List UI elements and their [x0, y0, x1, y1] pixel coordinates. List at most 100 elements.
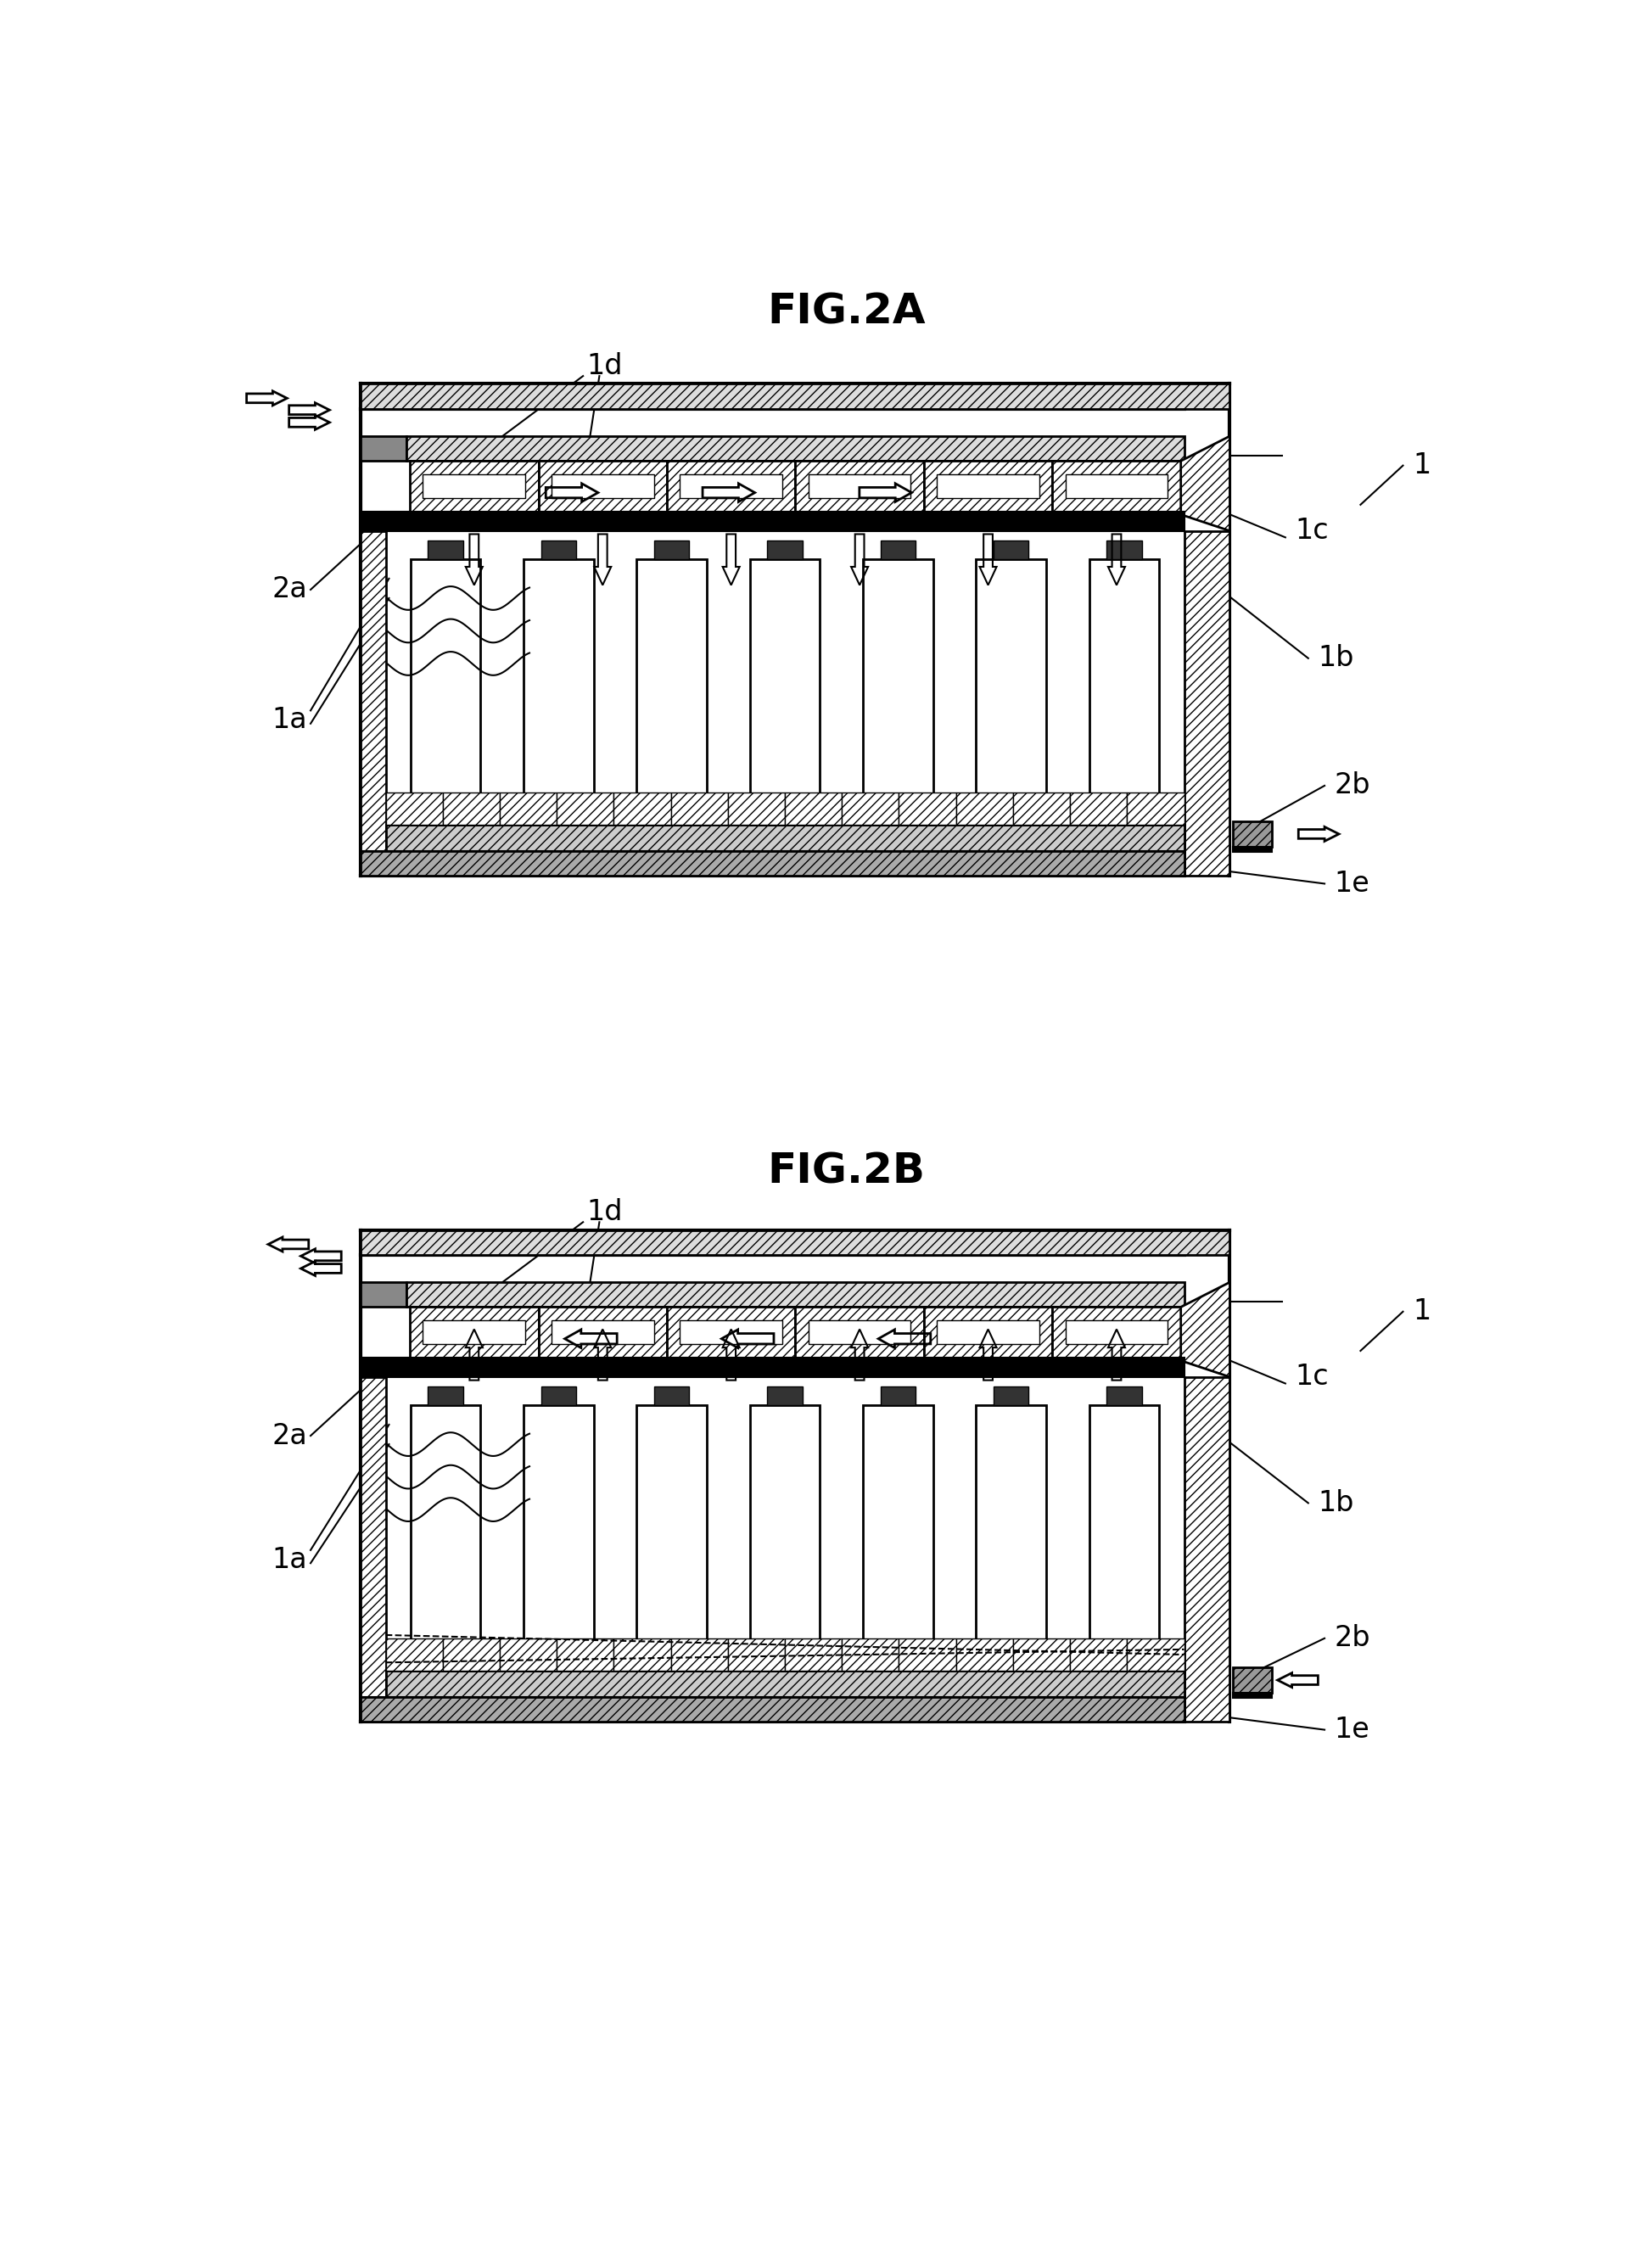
Bar	[681, 474, 783, 499]
Bar	[750, 559, 819, 824]
Bar	[539, 460, 667, 512]
Bar	[443, 1637, 501, 1671]
Bar	[976, 1406, 1046, 1671]
Bar	[923, 1307, 1052, 1357]
Bar	[443, 793, 501, 824]
Bar	[1066, 1321, 1168, 1345]
Text: 1a: 1a	[273, 1545, 307, 1574]
Bar	[862, 1406, 933, 1671]
Bar	[423, 474, 525, 499]
Bar	[539, 1307, 667, 1357]
Bar	[360, 530, 385, 851]
Bar	[881, 1386, 915, 1406]
Bar	[795, 1307, 923, 1357]
Bar	[993, 1386, 1029, 1406]
Bar	[423, 1321, 525, 1345]
Text: 1e: 1e	[1335, 869, 1370, 898]
Text: FIG.2B: FIG.2B	[768, 1150, 925, 1193]
Text: 1b: 1b	[1318, 645, 1355, 672]
Bar	[410, 559, 481, 824]
Bar	[360, 384, 1229, 409]
Bar	[1127, 793, 1184, 824]
Bar	[636, 559, 707, 824]
Bar	[785, 793, 843, 824]
Bar	[524, 559, 593, 824]
Bar	[1066, 474, 1168, 499]
Text: FIG.2A: FIG.2A	[767, 292, 925, 332]
Text: 2b: 2b	[1335, 1624, 1371, 1653]
Bar	[385, 1637, 443, 1671]
Bar	[410, 460, 539, 512]
Bar	[423, 1321, 525, 1345]
Bar	[1013, 1637, 1070, 1671]
Bar	[681, 474, 783, 499]
Text: 2a: 2a	[273, 575, 307, 604]
Bar	[729, 793, 785, 824]
Bar	[750, 1406, 819, 1671]
Bar	[360, 436, 406, 460]
Bar	[976, 559, 1046, 824]
Bar	[808, 474, 910, 499]
Bar	[937, 474, 1039, 499]
Bar	[681, 1321, 783, 1345]
Text: 1e: 1e	[1335, 1716, 1370, 1743]
Bar	[1232, 822, 1272, 847]
Bar	[667, 1307, 795, 1357]
Bar	[937, 1321, 1039, 1345]
Bar	[360, 512, 1184, 530]
Bar	[1013, 793, 1070, 824]
Bar	[615, 793, 671, 824]
Bar	[557, 1637, 615, 1671]
Bar	[360, 851, 1184, 876]
Bar	[615, 1637, 671, 1671]
Bar	[406, 1282, 1184, 1307]
Bar	[1107, 1386, 1142, 1406]
Bar	[681, 1321, 783, 1345]
Bar	[957, 1637, 1013, 1671]
Bar	[406, 436, 1184, 460]
Bar	[937, 1321, 1039, 1345]
Text: 1a: 1a	[273, 705, 307, 734]
Bar	[899, 1637, 957, 1671]
Bar	[957, 793, 1013, 824]
Bar	[937, 474, 1039, 499]
Bar	[385, 824, 1184, 851]
Bar	[1066, 474, 1168, 499]
Text: 1c: 1c	[1295, 1363, 1328, 1390]
Bar	[671, 1637, 729, 1671]
Bar	[636, 1406, 707, 1671]
Bar	[1232, 1693, 1272, 1698]
Bar	[360, 1698, 1184, 1723]
Bar	[1070, 793, 1127, 824]
Bar	[542, 541, 577, 559]
Bar	[360, 1231, 1229, 1256]
Bar	[1232, 1669, 1272, 1693]
Bar	[808, 1321, 910, 1345]
Bar	[360, 1698, 1184, 1723]
Bar	[552, 1321, 654, 1345]
Bar	[360, 1357, 1184, 1377]
Bar	[993, 541, 1029, 559]
Bar	[862, 559, 933, 824]
Bar	[1089, 1406, 1160, 1671]
Bar	[428, 541, 463, 559]
Bar	[808, 1321, 910, 1345]
Bar	[410, 1406, 481, 1671]
Text: 1d: 1d	[586, 353, 623, 380]
Bar	[524, 1406, 593, 1671]
Bar	[501, 793, 557, 824]
Bar	[654, 1386, 689, 1406]
Bar	[1184, 1377, 1229, 1723]
Bar	[843, 793, 899, 824]
Bar	[654, 541, 689, 559]
Bar	[557, 793, 615, 824]
Bar	[1070, 1637, 1127, 1671]
Bar	[667, 460, 795, 512]
Text: 2b: 2b	[1335, 773, 1371, 800]
Bar	[385, 1671, 1184, 1698]
Bar	[729, 1637, 785, 1671]
Bar	[899, 793, 957, 824]
Bar	[423, 474, 525, 499]
Bar	[552, 1321, 654, 1345]
Text: 1b: 1b	[1318, 1489, 1355, 1516]
